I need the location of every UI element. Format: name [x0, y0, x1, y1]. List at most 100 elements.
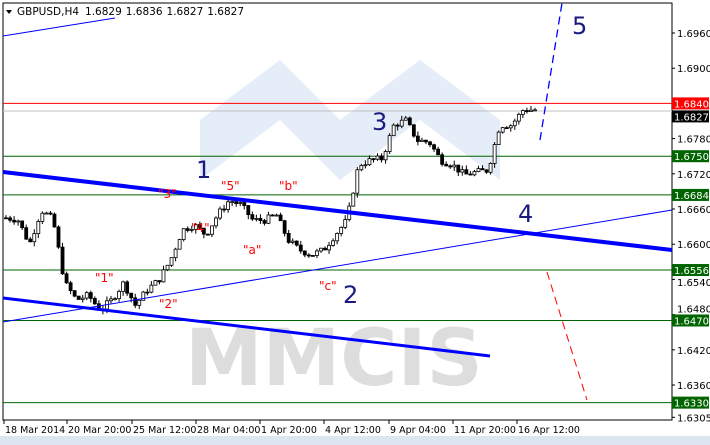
y-tick-label: 1.6305 — [677, 413, 710, 424]
candle-body — [36, 221, 41, 235]
candle-body — [323, 247, 327, 251]
watermark-text: MMCIS — [185, 314, 483, 404]
candle-body — [488, 163, 493, 173]
candle-body — [4, 217, 8, 220]
candle-body — [193, 224, 198, 230]
candle-body — [169, 257, 174, 266]
candle-body — [145, 291, 150, 294]
candle-body — [222, 208, 226, 211]
candle-body — [335, 233, 340, 242]
candle-body — [391, 124, 396, 137]
candle-body — [415, 135, 420, 142]
candle-body — [68, 282, 73, 292]
candle-body — [206, 233, 210, 236]
candle-body — [315, 250, 319, 256]
candle-body — [492, 144, 497, 164]
candle-body — [226, 201, 230, 210]
wave-label-5: 5 — [572, 12, 587, 40]
x-tick-label: 4 Apr 12:00 — [325, 425, 381, 436]
candle-body — [420, 139, 424, 142]
candle-body — [411, 124, 416, 137]
subwave-label-c: "c" — [319, 279, 337, 293]
subwave-label-1: "1" — [95, 271, 114, 285]
support-trend-line[interactable] — [2, 209, 673, 323]
level-tag-bg — [672, 396, 709, 409]
candle-body — [92, 298, 97, 305]
candle-body — [12, 219, 16, 223]
y-tick-label: 1.6600 — [677, 240, 710, 251]
candle-body — [88, 292, 93, 299]
candle-body — [355, 169, 360, 194]
x-tick-label: 16 Apr 12:00 — [518, 425, 580, 436]
candle-body — [508, 125, 513, 129]
candle-body — [60, 246, 65, 275]
candle-body — [141, 291, 146, 301]
candle-body — [109, 298, 113, 302]
x-tick-label: 18 Mar 2014 — [5, 425, 65, 436]
x-tick-label: 20 Mar 20:00 — [68, 425, 131, 436]
candle-body — [230, 201, 235, 204]
y-tick-label: 1.6900 — [677, 64, 710, 75]
subwave-label-4: "4" — [191, 221, 210, 235]
level-tag-bg — [672, 150, 709, 163]
wave-label-3: 3 — [372, 108, 387, 136]
candle-body — [133, 297, 138, 306]
candle-body — [137, 299, 142, 306]
candle-body — [238, 202, 243, 204]
candle-body — [452, 164, 457, 168]
level-tag-1.6556: 1.6556 — [674, 266, 709, 277]
candle-body — [363, 164, 368, 167]
candle-body — [113, 298, 117, 301]
candle-body — [149, 284, 154, 293]
candle-body — [262, 220, 267, 224]
candle-body — [399, 119, 404, 127]
candle-body — [436, 148, 440, 156]
x-tick-label: 28 Mar 04:00 — [197, 425, 260, 436]
dropdown-triangle-icon[interactable] — [6, 10, 12, 14]
level-tag-bg — [672, 110, 709, 123]
level-tag-bg — [672, 264, 709, 277]
projection-down-line[interactable] — [546, 271, 588, 401]
candle-body — [407, 117, 412, 126]
candle-body — [129, 292, 134, 299]
candle-body — [476, 168, 481, 172]
channel-upper-line[interactable] — [2, 170, 673, 252]
x-tick-label: 11 Apr 20:00 — [454, 425, 516, 436]
candle-body — [468, 173, 473, 176]
candle-body — [246, 205, 251, 216]
projection-up-line[interactable] — [539, 2, 563, 141]
level-tag-1.6750: 1.6750 — [674, 152, 709, 163]
wave-label-2: 2 — [343, 281, 358, 309]
candle-body — [125, 281, 130, 294]
candle-body — [440, 154, 445, 165]
candle-body — [371, 158, 376, 161]
candle-body — [20, 220, 25, 229]
candle-body — [189, 228, 194, 231]
watermark: MMCIS — [185, 60, 500, 404]
candle-body — [80, 297, 85, 300]
y-tick-label: 1.6660 — [677, 205, 710, 216]
candle-body — [516, 113, 521, 122]
candle-body — [181, 228, 186, 240]
candle-body — [8, 217, 12, 221]
header-text: GBPUSD,H4 1.6829 1.6836 1.6827 1.6827 — [17, 6, 244, 18]
candle-body — [177, 239, 182, 250]
candle-body — [484, 169, 489, 173]
candle-body — [294, 240, 299, 246]
level-tag-1.6470: 1.6470 — [674, 316, 709, 327]
candle-body — [234, 201, 239, 204]
y-tick-label: 1.6420 — [677, 346, 710, 357]
candle-body — [525, 110, 529, 112]
candle-body — [395, 124, 400, 127]
candle-body — [48, 212, 53, 215]
wave-label-1: 1 — [196, 156, 211, 184]
level-tag-1.6827: 1.6827 — [674, 112, 709, 123]
subwave-label-2: "2" — [159, 297, 178, 311]
candle-body — [282, 220, 287, 234]
channel-lower-line[interactable] — [2, 296, 491, 358]
candle-body — [504, 127, 509, 130]
top-trend-line[interactable] — [2, 17, 116, 37]
header-open: 1.6829 — [85, 6, 122, 18]
candle-body — [32, 233, 37, 243]
